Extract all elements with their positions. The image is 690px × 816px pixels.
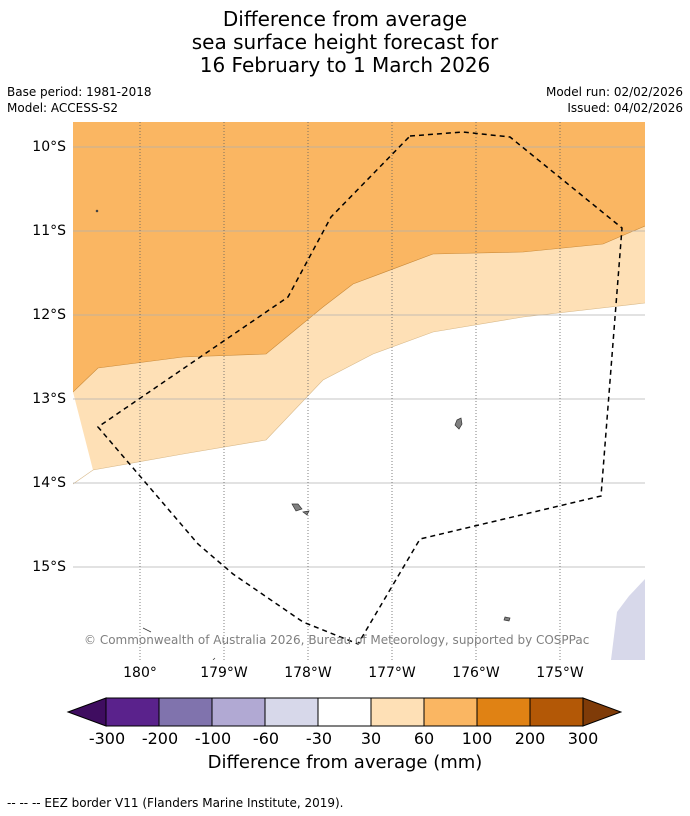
contour-line-30 (72, 302, 646, 485)
lon-label-180: 180° (123, 665, 157, 681)
copyright-notice: © Commonwealth of Australia 2026, Bureau… (84, 633, 590, 647)
colorbar-tick: 200 (514, 729, 546, 748)
colorbar-label: Difference from average (mm) (207, 752, 483, 773)
lat-label-12s: 12°S (32, 307, 66, 323)
lon-label-177w: 177°W (368, 665, 416, 681)
colorbar-tick: 30 (360, 729, 382, 748)
model-run: Model run: 02/02/2026 (545, 85, 683, 99)
title-line-2: sea surface height forecast for (191, 30, 499, 54)
island-5 (142, 627, 152, 633)
contour-line-60 (72, 225, 646, 393)
island-6 (212, 657, 216, 661)
base-period: Base period: 1981-2018 (7, 85, 152, 99)
colorbar-swatch-3 (211, 697, 266, 727)
lat-label-10s: 10°S (32, 139, 66, 155)
colorbar-tick: -60 (252, 729, 280, 748)
colorbar-tick: 300 (567, 729, 599, 748)
chart-title: Difference from average sea surface heig… (0, 8, 690, 77)
island-1 (454, 417, 463, 430)
issued-date: Issued: 04/02/2026 (567, 101, 683, 115)
colorbar-svg (66, 697, 623, 727)
lon-label-178w: 178°W (284, 665, 332, 681)
lat-label-11s: 11°S (32, 223, 66, 239)
map-svg (72, 122, 646, 661)
islands (95, 209, 511, 661)
model-name: Model: ACCESS-S2 (7, 101, 119, 115)
colorbar-swatch-6 (370, 697, 425, 727)
colorbar-tick: -200 (141, 729, 179, 748)
colorbar-swatch-9 (529, 697, 584, 727)
colorbar-tick: -30 (305, 729, 333, 748)
lon-label-176w: 176°W (452, 665, 500, 681)
colorbar-arrow-low (66, 697, 107, 727)
meta-right: Model run: 02/02/2026 Issued: 04/02/2026 (546, 84, 683, 116)
colorbar-swatch-1 (105, 697, 160, 727)
latitude-gridlines (73, 146, 645, 568)
colorbar-tick: 60 (413, 729, 435, 748)
title-line-1: Difference from average (222, 7, 468, 31)
meta-left: Base period: 1981-2018 Model: ACCESS-S2 (7, 84, 152, 116)
colorbar-swatch-2 (158, 697, 213, 727)
colorbar-arrow-high (582, 697, 623, 727)
title-line-3: 16 February to 1 March 2026 (199, 53, 491, 77)
contour-band-neg30-neg60 (611, 579, 645, 660)
colorbar-swatch-4 (264, 697, 319, 727)
lat-label-15s: 15°S (32, 559, 66, 575)
colorbar-tick: -300 (88, 729, 126, 748)
lon-label-179w: 179°W (200, 665, 248, 681)
lat-label-14s: 14°S (32, 475, 66, 491)
colorbar-tick: 100 (461, 729, 493, 748)
colorbar-swatch-7 (423, 697, 478, 727)
colorbar-swatch-5 (317, 697, 372, 727)
lon-label-175w: 175°W (536, 665, 584, 681)
map-panel (72, 122, 646, 661)
colorbar (66, 694, 623, 730)
island-4 (503, 616, 511, 622)
colorbar-tick: -100 (194, 729, 232, 748)
lat-label-13s: 13°S (32, 391, 66, 407)
island-2 (291, 503, 303, 512)
island-7 (95, 209, 99, 213)
colorbar-swatch-8 (476, 697, 531, 727)
island-3 (302, 510, 310, 516)
eez-legend: -- -- -- EEZ border V11 (Flanders Marine… (7, 796, 344, 810)
contour-band-60-100 (73, 122, 645, 392)
